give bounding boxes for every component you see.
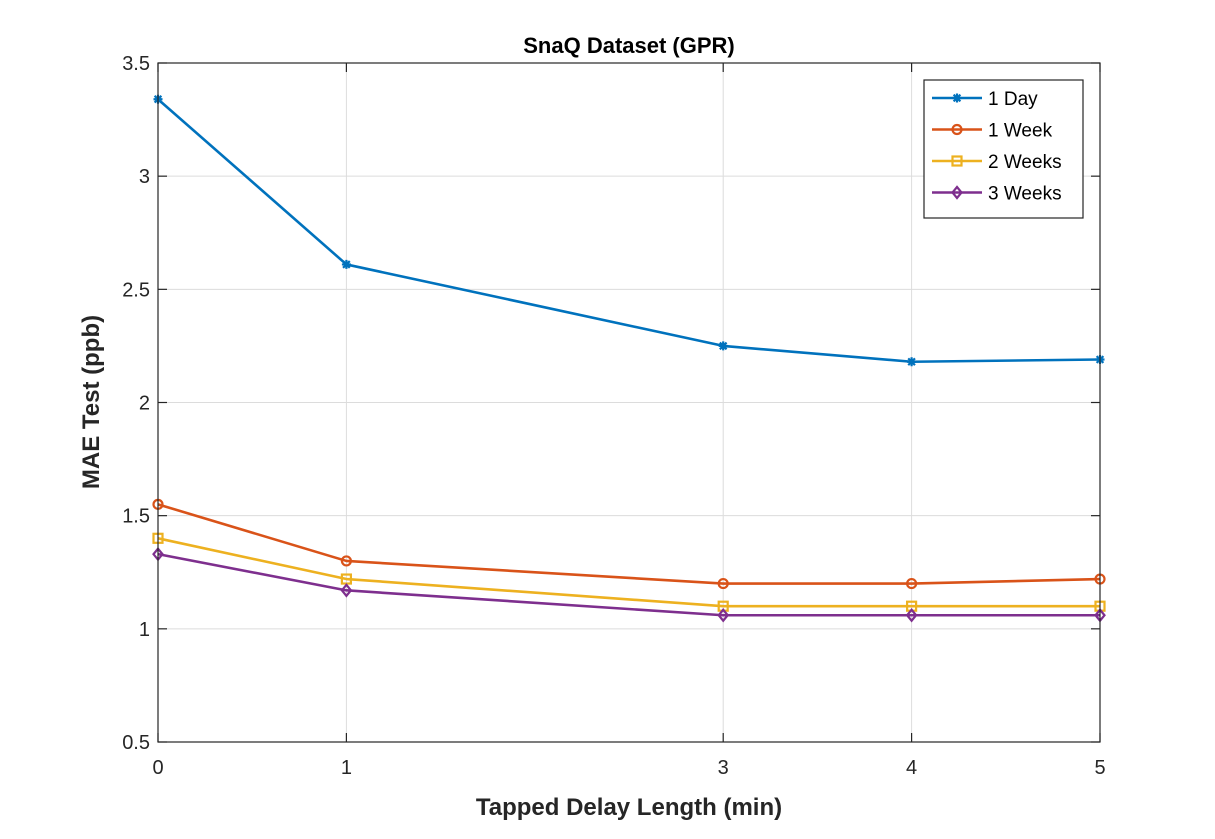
legend-marker <box>951 155 963 167</box>
y-tick-label: 2 <box>139 393 150 415</box>
series-line-2-weeks <box>157 537 1100 608</box>
chart-title: SnaQ Dataset (GPR) <box>523 33 735 58</box>
legend: 1 Day 1 Week 2 Weeks 3 Weeks <box>923 79 1084 219</box>
x-axis-label: Tapped Delay Length (min) <box>476 794 782 821</box>
axis-ticks: 0 1 3 4 5 0.5 1 1.5 2 2.5 3 3.5 <box>122 53 1105 779</box>
y-tick-label: 3.5 <box>122 53 150 75</box>
y-tick-label: 1 <box>139 619 150 641</box>
data-point-1-week <box>905 577 918 590</box>
legend-marker <box>951 185 963 200</box>
legend-entry-1-week: 1 Week <box>932 121 1053 142</box>
y-tick-label: 3 <box>139 166 150 188</box>
series-line-3-weeks <box>157 552 1100 617</box>
legend-entry-3-weeks: 3 Weeks <box>932 184 1062 205</box>
legend-marker <box>952 93 962 103</box>
legend-label: 3 Weeks <box>988 184 1062 205</box>
x-tick-label: 3 <box>718 757 729 779</box>
data-point-1-week <box>717 577 729 590</box>
x-tick-label: 0 <box>152 757 163 779</box>
data-point-3-weeks <box>905 608 918 623</box>
y-tick-label: 2.5 <box>122 279 150 301</box>
data-point-1-day <box>341 259 351 269</box>
data-point-3-weeks <box>717 608 730 623</box>
data-point-1-day <box>718 341 728 351</box>
legend-entry-1-day: 1 Day <box>932 89 1038 110</box>
x-tick-label: 5 <box>1094 757 1105 779</box>
legend-label: 2 Weeks <box>988 152 1062 173</box>
legend-entry-2-weeks: 2 Weeks <box>932 152 1062 173</box>
data-point-1-day <box>907 357 917 367</box>
legend-label: 1 Day <box>988 89 1038 110</box>
legend-box <box>923 79 1084 219</box>
legend-label: 1 Week <box>988 121 1053 142</box>
y-tick-label: 0.5 <box>122 732 150 754</box>
x-tick-label: 4 <box>906 757 917 779</box>
y-tick-label: 1.5 <box>122 506 150 528</box>
series-line-1-week <box>157 503 1101 585</box>
data-point-1-week <box>340 555 352 567</box>
series-layer <box>152 94 1106 623</box>
data-point-3-weeks <box>340 583 353 598</box>
x-tick-label: 1 <box>341 757 352 779</box>
y-axis-label: MAE Test (ppb) <box>78 315 105 489</box>
legend-marker <box>951 123 963 136</box>
